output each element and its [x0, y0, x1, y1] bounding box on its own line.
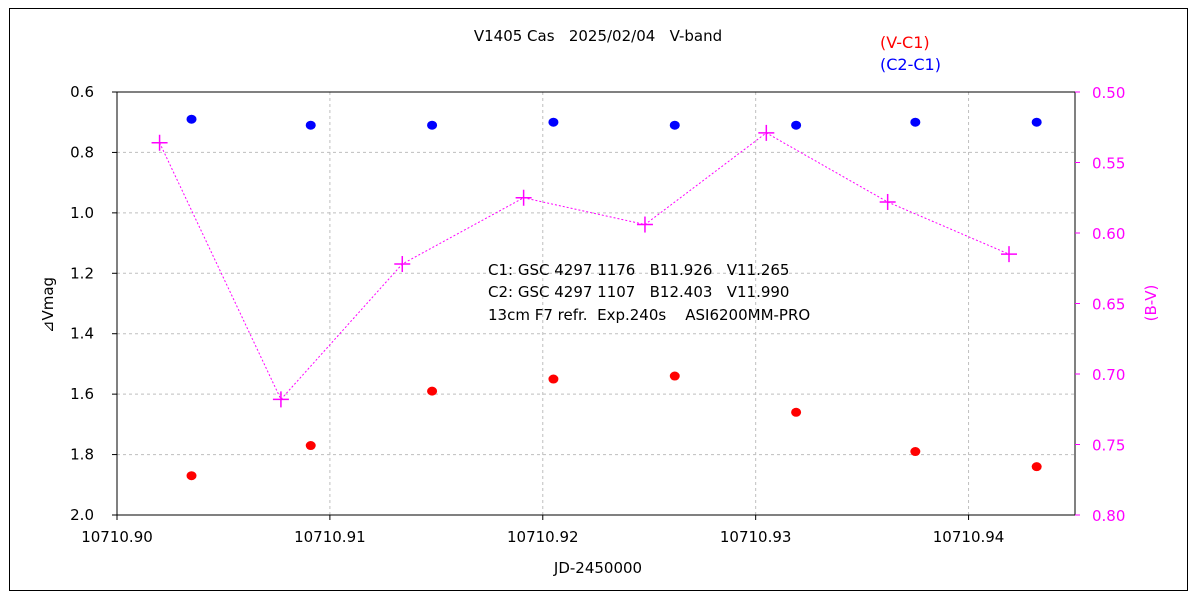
plot-area [116, 91, 1076, 516]
y2-tick-label: 0.65 [1092, 296, 1125, 314]
vc1-point [1031, 462, 1042, 472]
x-tick-label: 10710.93 [720, 528, 792, 546]
y-tick-label: 0.6 [70, 83, 94, 101]
bv-line [159, 132, 1010, 401]
c2c1-point [669, 120, 680, 130]
x-tick-label: 10710.91 [294, 528, 366, 546]
annotation-c2: C2: GSC 4297 1107 B12.403 V11.990 [488, 283, 789, 301]
chart-frame [9, 8, 1188, 591]
y-tick-label: 2.0 [70, 506, 94, 524]
x-tick-label: 10710.92 [507, 528, 579, 546]
y2-tick-label: 0.55 [1092, 155, 1125, 173]
x-axis-label: JD-2450000 [553, 559, 642, 577]
y-tick-label: 1.0 [70, 204, 94, 222]
vc1-point [791, 407, 802, 417]
legend-c2c1: (C2-C1) [880, 55, 941, 74]
legend-vc1: (V-C1) [880, 33, 930, 52]
bv-point [272, 391, 289, 408]
vc1-point [186, 471, 197, 481]
y2-axis-ticks: 0.50 0.55 0.60 0.65 0.70 0.75 0.80 [1075, 84, 1125, 525]
x-tick-label: 10710.90 [81, 528, 153, 546]
y-axis-ticks: 0.6 0.8 1.0 1.2 1.4 1.6 1.8 2.0 [70, 83, 117, 524]
y-tick-label: 1.2 [70, 264, 94, 282]
vc1-point [669, 371, 680, 381]
c2c1-point [427, 120, 438, 130]
vc1-point [548, 374, 559, 384]
bv-point [636, 216, 653, 233]
c2c1-point [305, 120, 316, 130]
y-tick-label: 1.8 [70, 446, 94, 464]
c2c1-point [1031, 117, 1042, 127]
y2-tick-label: 0.50 [1092, 84, 1125, 102]
y2-tick-label: 0.75 [1092, 437, 1125, 455]
c2c1-point [791, 120, 802, 130]
bv-point [394, 256, 411, 273]
vc1-point [305, 441, 316, 451]
annotation-c1: C1: GSC 4297 1176 B11.926 V11.265 [488, 261, 789, 279]
bv-point [758, 124, 775, 141]
grid-lines [117, 92, 1075, 515]
vc1-point [910, 447, 921, 457]
y-axis-label: ⊿Vmag [39, 277, 57, 333]
bv-point [151, 134, 168, 151]
c2c1-point [910, 117, 921, 127]
y2-tick-label: 0.80 [1092, 507, 1125, 525]
x-tick-label: 10710.94 [933, 528, 1005, 546]
bv-point [1001, 246, 1018, 263]
y2-tick-label: 0.70 [1092, 366, 1125, 384]
y-tick-label: 1.6 [70, 385, 94, 403]
vc1-point [427, 386, 438, 396]
c2c1-point [548, 117, 559, 127]
chart-title: V1405 Cas 2025/02/04 V-band [474, 27, 722, 45]
annotation-setup: 13cm F7 refr. Exp.240s ASI6200MM-PRO [488, 306, 810, 324]
bv-point [515, 189, 532, 206]
bv-point [879, 193, 896, 210]
series-marks [151, 114, 1042, 481]
y2-tick-label: 0.60 [1092, 225, 1125, 243]
c2c1-point [186, 114, 197, 124]
y-tick-label: 1.4 [70, 325, 94, 343]
y2-axis-label: (B-V) [1142, 285, 1160, 322]
x-axis-ticks: 10710.90 10710.91 10710.92 10710.93 10710.94 [81, 515, 1004, 546]
y-tick-label: 0.8 [70, 143, 94, 161]
